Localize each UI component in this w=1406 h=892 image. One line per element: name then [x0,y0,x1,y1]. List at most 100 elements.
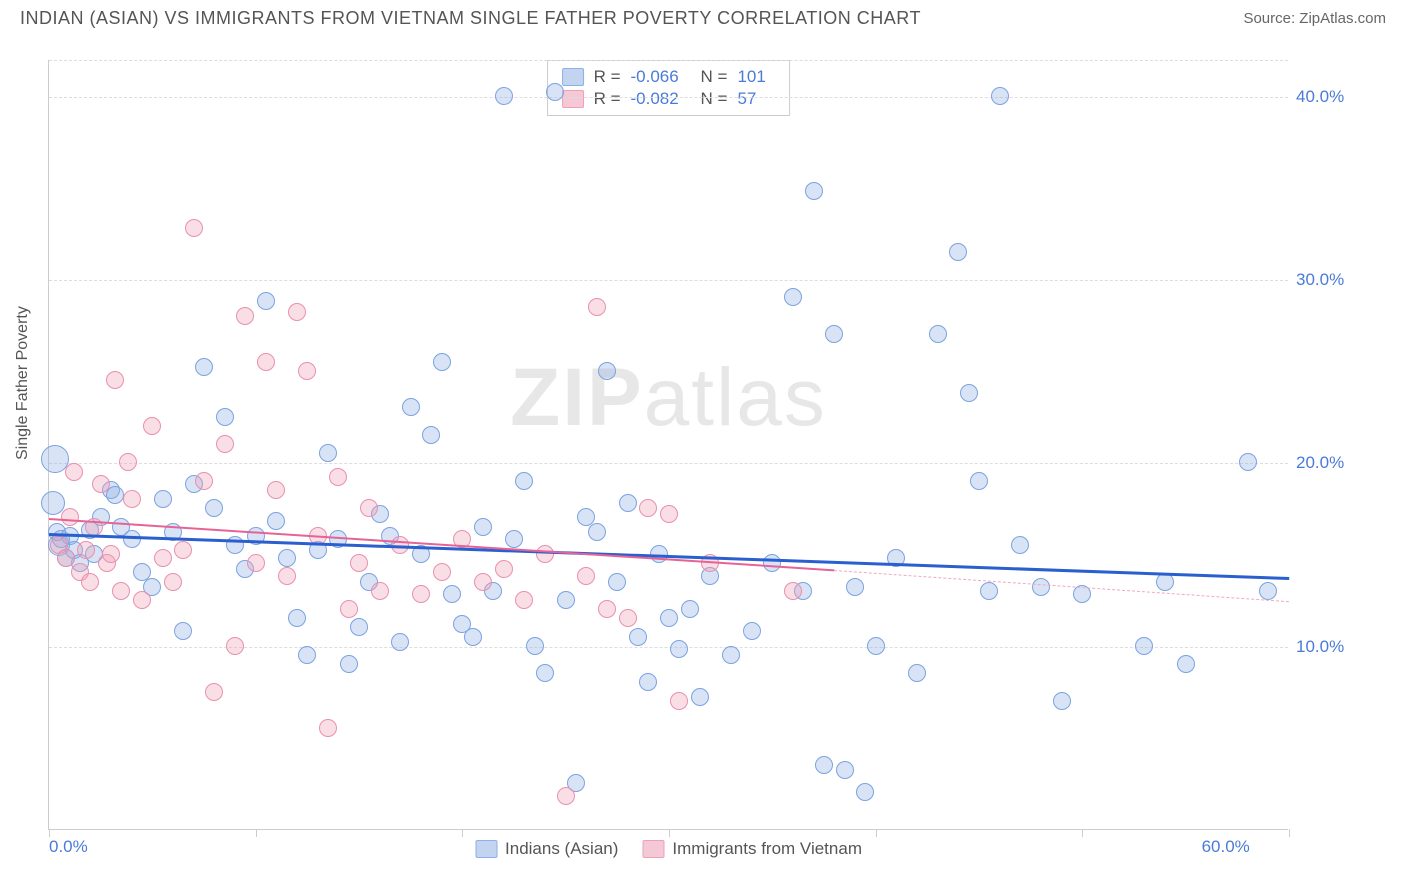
scatter-point [691,688,709,706]
legend-label: Indians (Asian) [505,839,618,859]
scatter-point [784,288,802,306]
x-tick [462,829,463,837]
scatter-point [1239,453,1257,471]
scatter-point [536,545,554,563]
x-tick [669,829,670,837]
scatter-point [639,673,657,691]
scatter-point [1032,578,1050,596]
scatter-point [77,541,95,559]
scatter-point [1259,582,1277,600]
scatter-point [557,591,575,609]
scatter-point [278,567,296,585]
scatter-point [670,640,688,658]
scatter-point [164,573,182,591]
scatter-point [81,573,99,591]
scatter-point [257,353,275,371]
scatter-point [371,582,389,600]
scatter-point [474,573,492,591]
scatter-point [763,554,781,572]
stat-row: R =-0.082N =57 [562,89,776,109]
stat-n-label: N = [701,67,728,87]
scatter-point [743,622,761,640]
scatter-point [288,609,306,627]
legend-bottom: Indians (Asian) Immigrants from Vietnam [475,839,862,859]
scatter-point [970,472,988,490]
scatter-point [143,417,161,435]
chart-plot-area: ZIPatlas R =-0.066N =101R =-0.082N =57 I… [48,60,1288,830]
scatter-point [464,628,482,646]
scatter-point [205,683,223,701]
scatter-point [515,591,533,609]
scatter-point [495,560,513,578]
stat-r-label: R = [594,89,621,109]
scatter-point [133,591,151,609]
scatter-point [908,664,926,682]
scatter-point [391,633,409,651]
scatter-point [443,585,461,603]
y-tick-label: 20.0% [1296,453,1366,473]
scatter-point [991,87,1009,105]
scatter-point [681,600,699,618]
scatter-point [846,578,864,596]
scatter-point [433,563,451,581]
stat-row: R = -0.066 N = 101 [562,67,776,87]
scatter-point [61,508,79,526]
scatter-point [102,545,120,563]
stat-n-value: 57 [737,89,775,109]
x-tick [1082,829,1083,837]
gridline-h [49,280,1288,281]
legend-item: Indians (Asian) [475,839,618,859]
x-tick [49,829,50,837]
stat-r-label: R = [594,67,621,87]
scatter-point [226,637,244,655]
scatter-point [825,325,843,343]
scatter-point [608,573,626,591]
scatter-point [836,761,854,779]
scatter-point [1177,655,1195,673]
legend-swatch [642,840,664,858]
legend-label: Immigrants from Vietnam [672,839,862,859]
legend-item: Immigrants from Vietnam [642,839,862,859]
x-tick [256,829,257,837]
stat-n-value: 101 [737,67,775,87]
scatter-point [57,549,75,567]
scatter-point [1011,536,1029,554]
correlation-stats-box: R = -0.066 N = 101R =-0.082N =57 [547,60,791,116]
x-tick-label: 0.0% [49,837,88,857]
scatter-point [598,600,616,618]
scatter-point [267,481,285,499]
y-axis-label: Single Father Poverty [14,306,32,460]
gridline-h [49,60,1288,61]
scatter-point [154,490,172,508]
scatter-point [1053,692,1071,710]
scatter-point [288,303,306,321]
scatter-point [257,292,275,310]
scatter-point [670,692,688,710]
gridline-h [49,97,1288,98]
scatter-point [174,541,192,559]
scatter-point [588,523,606,541]
scatter-point [360,499,378,517]
scatter-point [278,549,296,567]
chart-title: INDIAN (ASIAN) VS IMMIGRANTS FROM VIETNA… [20,8,921,29]
scatter-point [174,622,192,640]
scatter-point [577,567,595,585]
scatter-point [340,600,358,618]
scatter-point [422,426,440,444]
scatter-point [1135,637,1153,655]
legend-swatch [562,90,584,108]
scatter-point [185,219,203,237]
scatter-point [154,549,172,567]
legend-swatch [475,840,497,858]
scatter-point [247,554,265,572]
scatter-point [65,463,83,481]
scatter-point [629,628,647,646]
scatter-point [619,494,637,512]
trend-line [49,533,1289,579]
scatter-point [112,582,130,600]
scatter-point [216,408,234,426]
scatter-point [980,582,998,600]
scatter-point [340,655,358,673]
y-tick-label: 10.0% [1296,637,1366,657]
stat-r-value: -0.066 [631,67,691,87]
